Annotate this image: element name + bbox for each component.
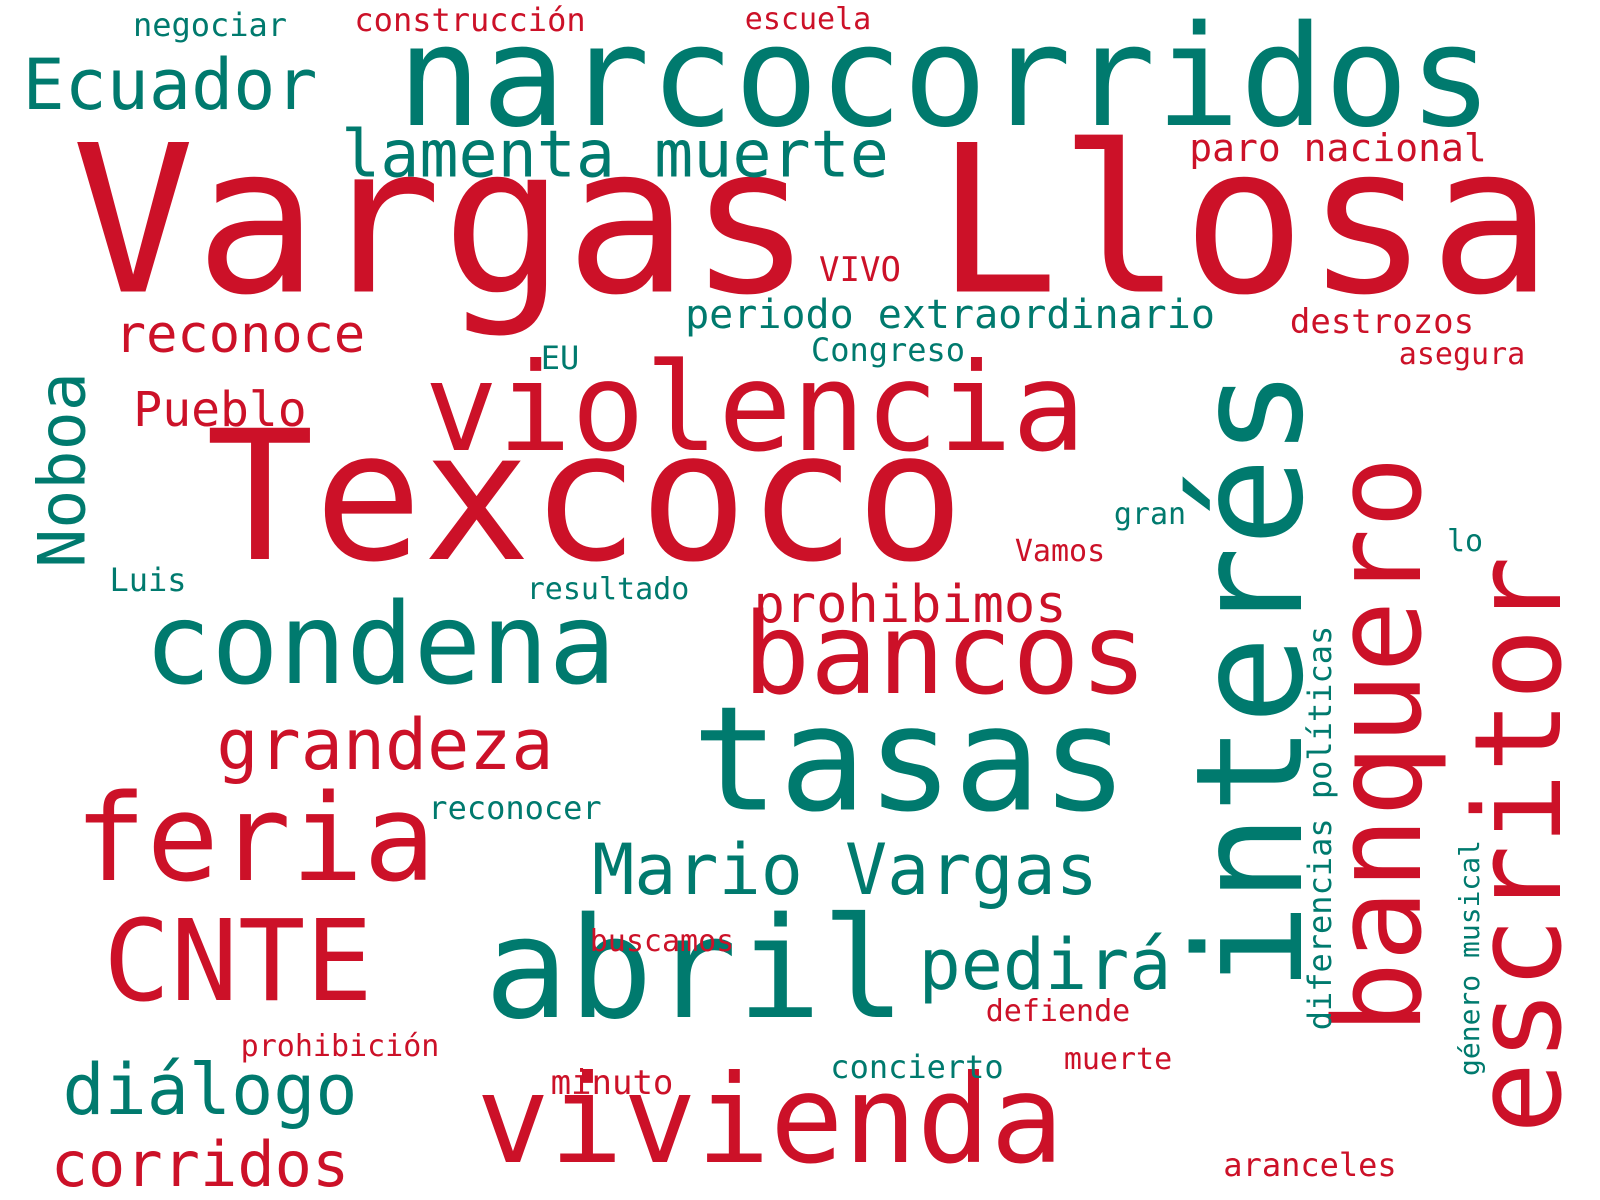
word-periodo-extraordinario: periodo extraordinario	[685, 292, 1215, 338]
word-prohibimos: prohibimos	[753, 575, 1067, 635]
word-prohibición: prohibición	[240, 1029, 440, 1064]
word-resultado: resultado	[526, 572, 690, 607]
word-minuto: minuto	[550, 1063, 674, 1103]
word-vamos: Vamos	[1014, 534, 1106, 569]
word-pedirá: pedirá	[918, 924, 1172, 1006]
word-eu: EU	[540, 339, 580, 377]
word-cnte: CNTE	[103, 897, 373, 1027]
word-lo: lo	[1446, 524, 1484, 559]
word-diálogo: diálogo	[62, 1049, 358, 1131]
word-noboa: Noboa	[25, 372, 101, 568]
word-asegura: asegura	[1398, 337, 1526, 372]
word-luis: Luis	[109, 561, 187, 599]
word-buscamos: buscamos	[589, 924, 735, 959]
word-grandeza: grandeza	[216, 704, 554, 786]
word-vivo: VIVO	[819, 250, 901, 290]
word-destrozos: destrozos	[1289, 302, 1475, 342]
word-condena: condena	[143, 580, 617, 710]
word-mario-vargas: Mario Vargas	[592, 829, 1098, 911]
word-género-musical: género musical	[1453, 839, 1486, 1077]
word-construcción: construcción	[354, 1, 586, 39]
word-paro-nacional: paro nacional	[1189, 126, 1487, 170]
word-feria: feria	[74, 770, 436, 909]
word-reconocer: reconocer	[428, 789, 602, 827]
word-pueblo: Pueblo	[133, 382, 307, 438]
word-abril: abril	[484, 888, 906, 1051]
word-bancos: bancos	[742, 590, 1148, 720]
word-violencia: violencia	[424, 337, 1086, 479]
word-vivienda: vivienda	[476, 1049, 1064, 1191]
word-texcoco: Texcoco	[205, 393, 965, 602]
word-negociar: negociar	[132, 6, 288, 44]
word-muerte: muerte	[1063, 1042, 1173, 1077]
word-concierto: concierto	[830, 1048, 1004, 1086]
word-defiende: defiende	[985, 994, 1131, 1029]
word-reconoce: reconoce	[114, 305, 366, 365]
word-corridos: corridos	[50, 1128, 350, 1200]
word-aranceles: aranceles	[1223, 1146, 1397, 1184]
word-vargas-llosa: Vargas Llosa	[71, 102, 1553, 341]
word-ecuador: Ecuador	[22, 44, 318, 126]
word-diferencias-políticas: diferencias políticas	[1301, 625, 1339, 1031]
word-escuela: escuela	[744, 2, 872, 37]
word-congreso: Congreso	[810, 331, 966, 369]
word-narcocorridos: narcocorridos	[397, 0, 1493, 159]
word-tasas: tasas	[691, 675, 1129, 845]
word-gran: gran	[1113, 497, 1187, 532]
word-lamenta-muerte: lamenta muerte	[341, 117, 889, 193]
